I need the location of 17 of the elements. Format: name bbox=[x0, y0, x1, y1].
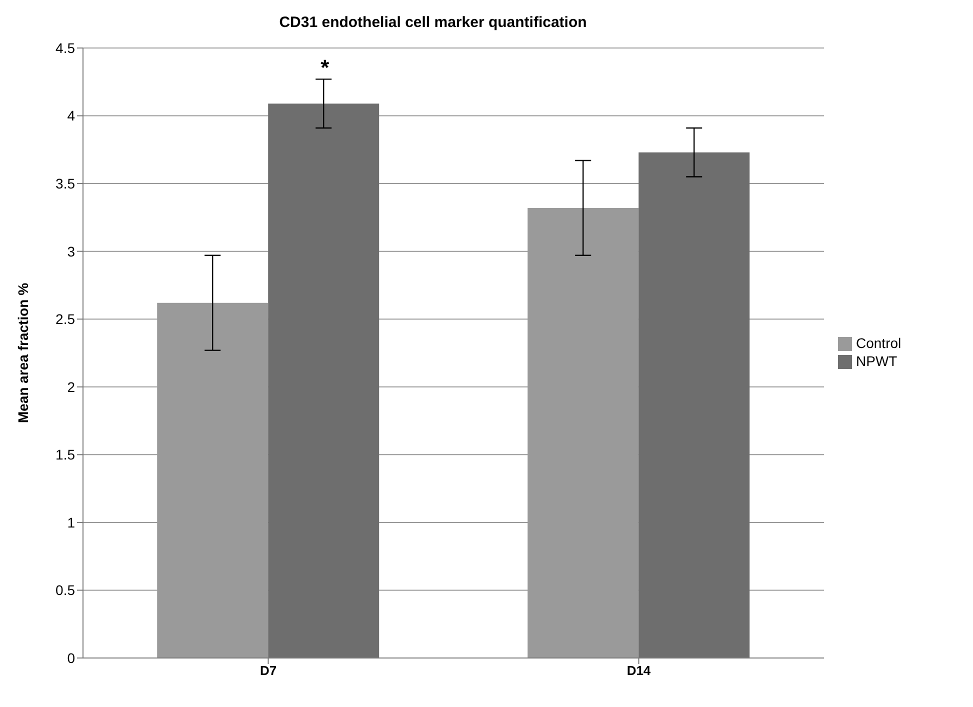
legend-label: Control bbox=[856, 335, 902, 351]
y-tick-label: 3.5 bbox=[56, 176, 76, 192]
x-tick-label: D7 bbox=[260, 663, 277, 678]
legend-label: NPWT bbox=[856, 353, 898, 369]
y-axis-title: Mean area fraction % bbox=[14, 282, 31, 423]
y-tick-label: 3 bbox=[67, 243, 76, 260]
y-tick-label: 4.5 bbox=[56, 40, 76, 56]
y-tick-label: 0.5 bbox=[56, 582, 76, 598]
x-tick-label: D14 bbox=[626, 663, 652, 678]
y-tick-label: 4 bbox=[67, 108, 76, 124]
y-tick-label: 0 bbox=[67, 650, 76, 666]
y-tick-label: 2 bbox=[67, 378, 76, 395]
y-tick-label: 1 bbox=[67, 514, 76, 530]
y-tick-label: 2.5 bbox=[56, 311, 76, 328]
y-tick-label: 1.5 bbox=[56, 446, 76, 463]
chart-title: CD31 endothelial cell marker quantification bbox=[278, 14, 588, 31]
annotation: * bbox=[320, 55, 330, 80]
